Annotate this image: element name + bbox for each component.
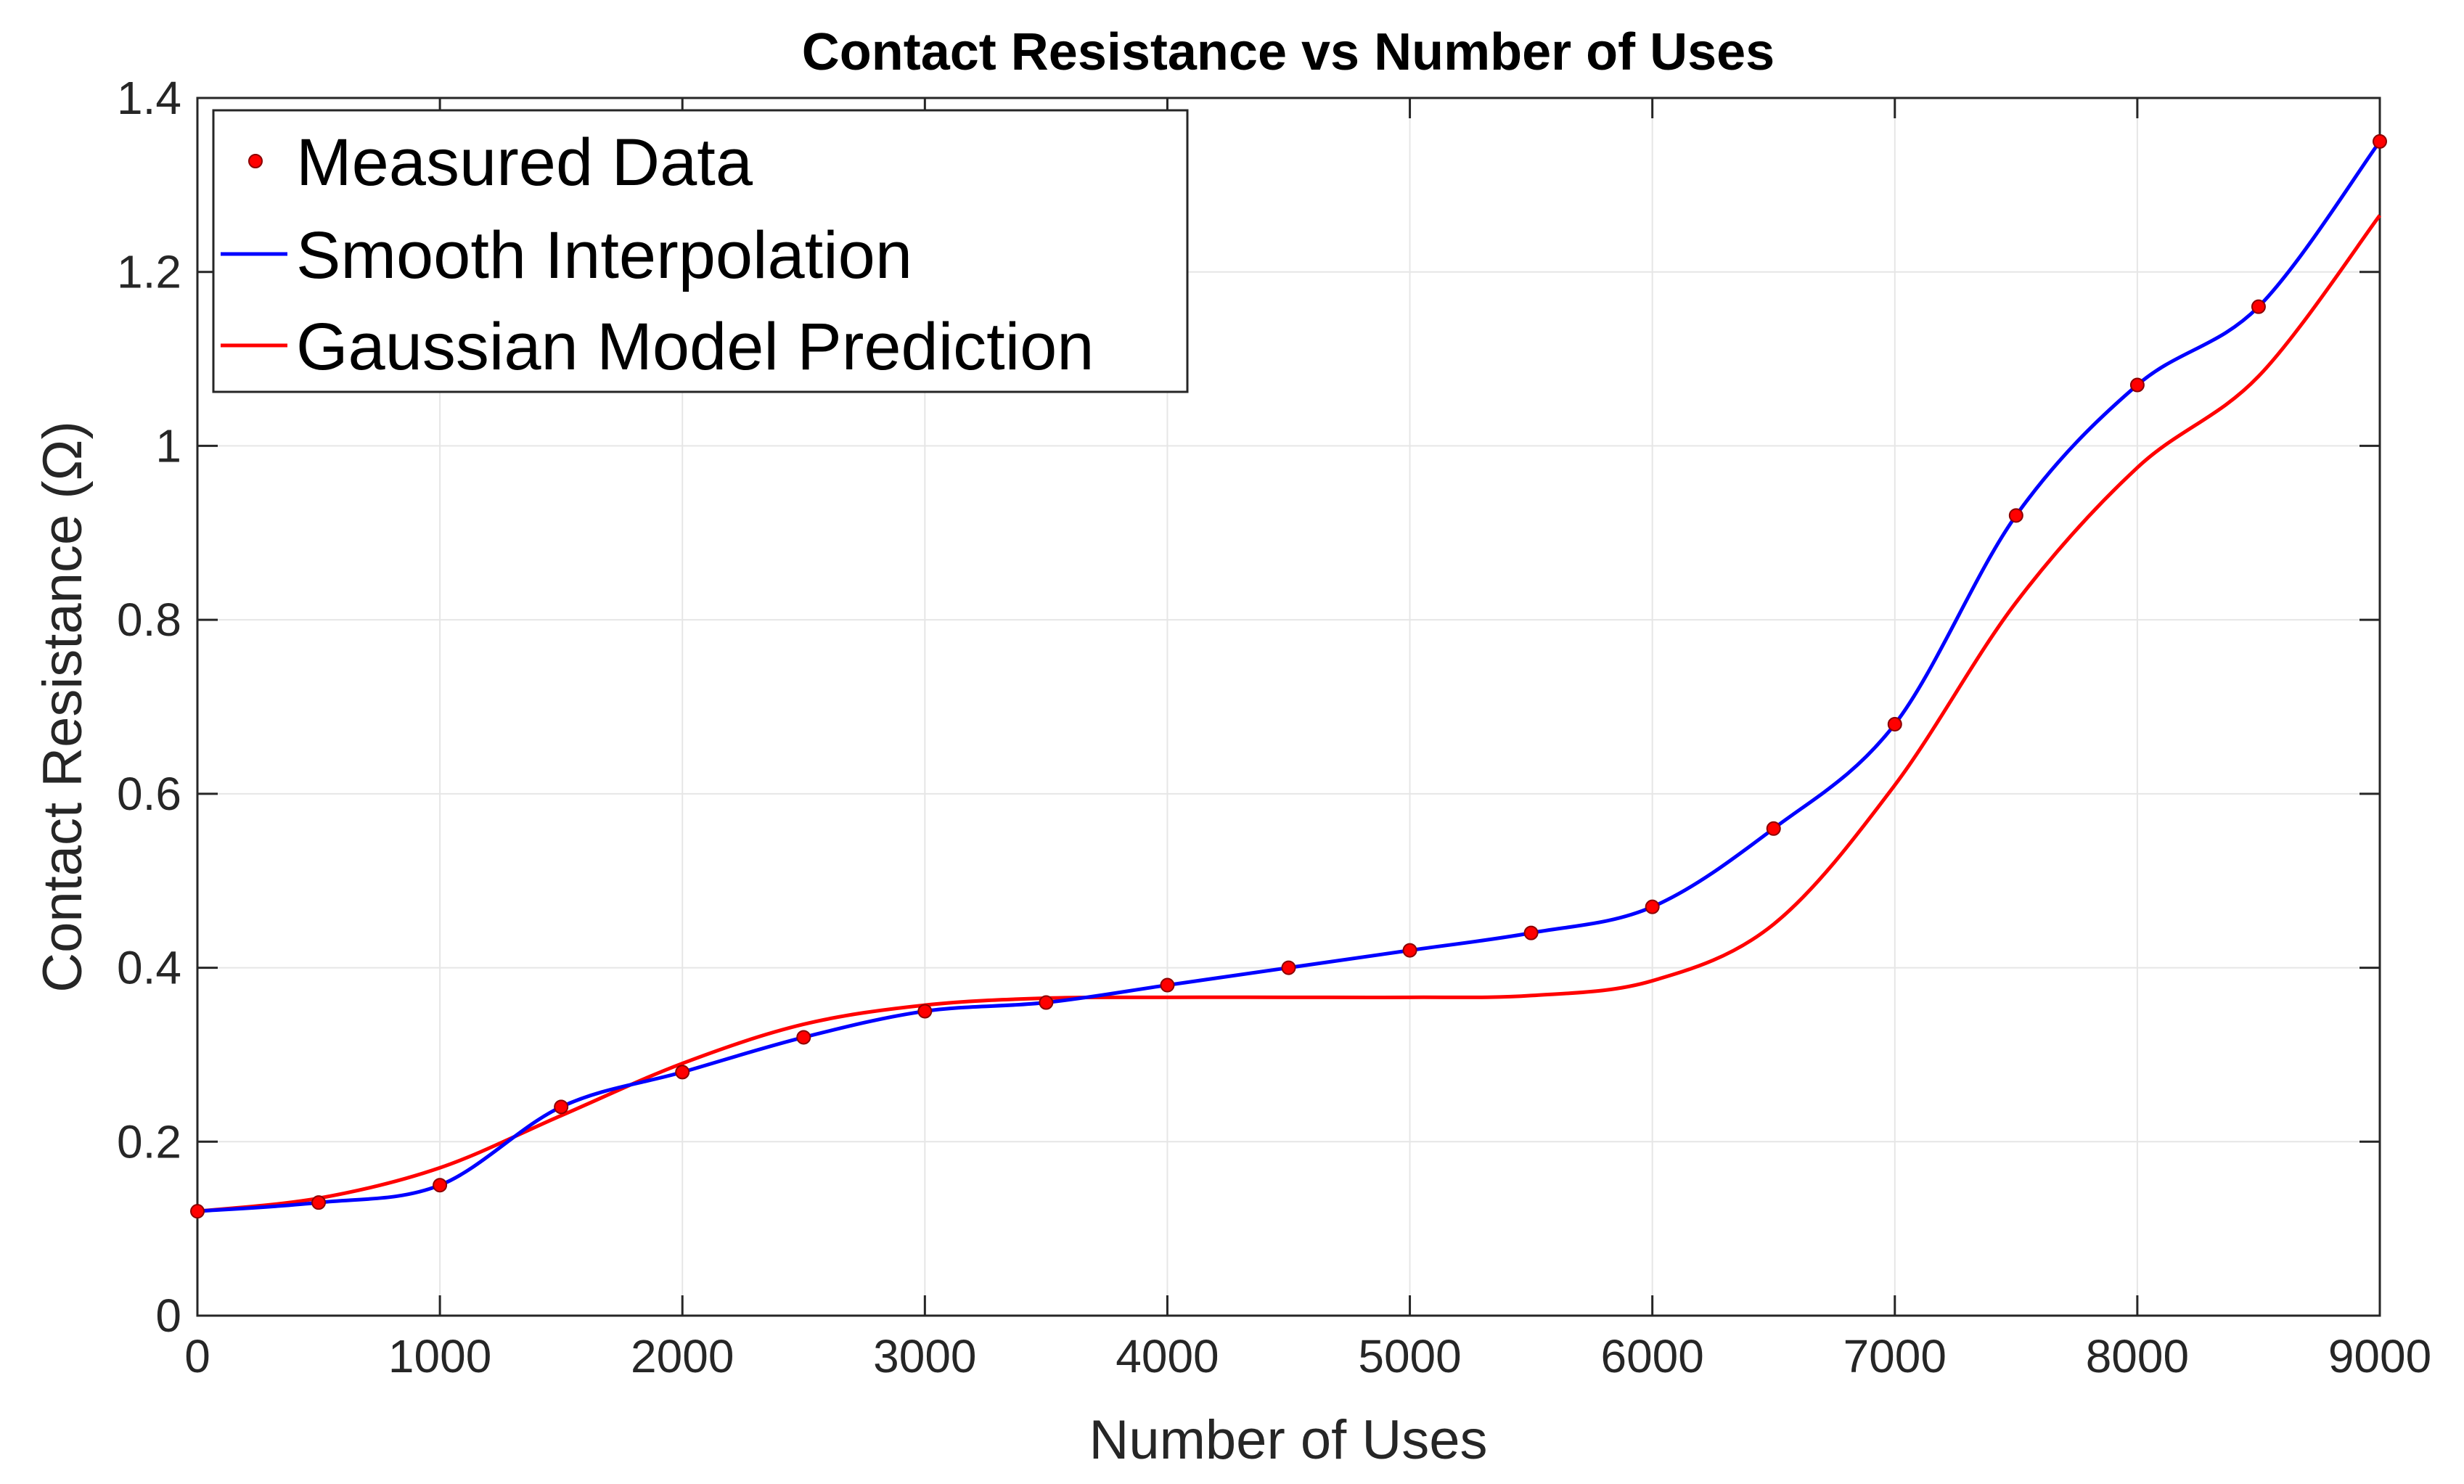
measured-data-point <box>1766 821 1781 836</box>
measured-data-point <box>675 1065 690 1080</box>
measured-data-point <box>917 1004 933 1019</box>
x-tick-label: 4000 <box>1116 1330 1219 1382</box>
y-tick-label: 0.6 <box>117 768 181 820</box>
measured-data-point <box>190 1204 205 1219</box>
y-tick-label: 1.2 <box>117 246 181 298</box>
measured-data-point <box>1523 925 1539 940</box>
y-tick-label: 0.4 <box>117 942 181 994</box>
x-tick-label: 0 <box>184 1330 210 1382</box>
legend: Measured Data Smooth Interpolation Gauss… <box>212 109 1189 393</box>
x-tick-label: 1000 <box>388 1330 491 1382</box>
y-tick-label: 0.2 <box>117 1115 181 1168</box>
measured-data-point <box>1039 995 1054 1010</box>
measured-data-point <box>1887 716 1902 731</box>
ticks: 0 1000 2000 3000 4000 5000 6000 7000 8000 9000 0 0.… <box>117 72 2431 1382</box>
gaussian-model-line <box>197 214 2381 1213</box>
x-tick-label: 9000 <box>2328 1330 2431 1382</box>
legend-label-gaussian: Gaussian Model Prediction <box>296 310 1094 384</box>
measured-data-point <box>2373 134 2387 149</box>
series <box>190 134 2387 1219</box>
measured-data-point <box>1402 943 1417 958</box>
plot-area-border <box>196 97 2381 1317</box>
x-tick-label: 7000 <box>1843 1330 1947 1382</box>
y-axis-label: Contact Resistance (Ω) <box>32 421 94 993</box>
y-tick-label: 0 <box>155 1290 181 1342</box>
x-tick-label: 2000 <box>631 1330 734 1382</box>
legend-label-interpolation: Smooth Interpolation <box>296 218 912 292</box>
legend-label-measured: Measured Data <box>296 126 753 200</box>
legend-marker-measured <box>248 154 263 168</box>
y-tick-label: 1.4 <box>117 72 181 124</box>
measured-data-point <box>1160 977 1175 993</box>
measured-data-point <box>2129 377 2145 393</box>
x-tick-label: 5000 <box>1358 1330 1461 1382</box>
measured-data-point <box>2251 299 2266 314</box>
legend-box <box>212 109 1189 393</box>
x-tick-label: 6000 <box>1600 1330 1703 1382</box>
measured-data-point <box>796 1030 811 1045</box>
measured-data-point <box>1645 899 1660 914</box>
measured-data-point <box>2008 508 2023 523</box>
measured-data-point <box>433 1178 448 1193</box>
measured-data-point <box>1281 960 1296 975</box>
x-tick-label: 3000 <box>873 1330 976 1382</box>
x-axis-label: Number of Uses <box>1089 1409 1487 1471</box>
y-tick-label: 1 <box>155 419 181 472</box>
y-tick-label: 0.8 <box>117 594 181 646</box>
chart-title: Contact Resistance vs Number of Uses <box>802 23 1775 81</box>
measured-data-point <box>554 1099 569 1115</box>
measured-data-point <box>311 1195 327 1210</box>
x-tick-label: 8000 <box>2086 1330 2189 1382</box>
